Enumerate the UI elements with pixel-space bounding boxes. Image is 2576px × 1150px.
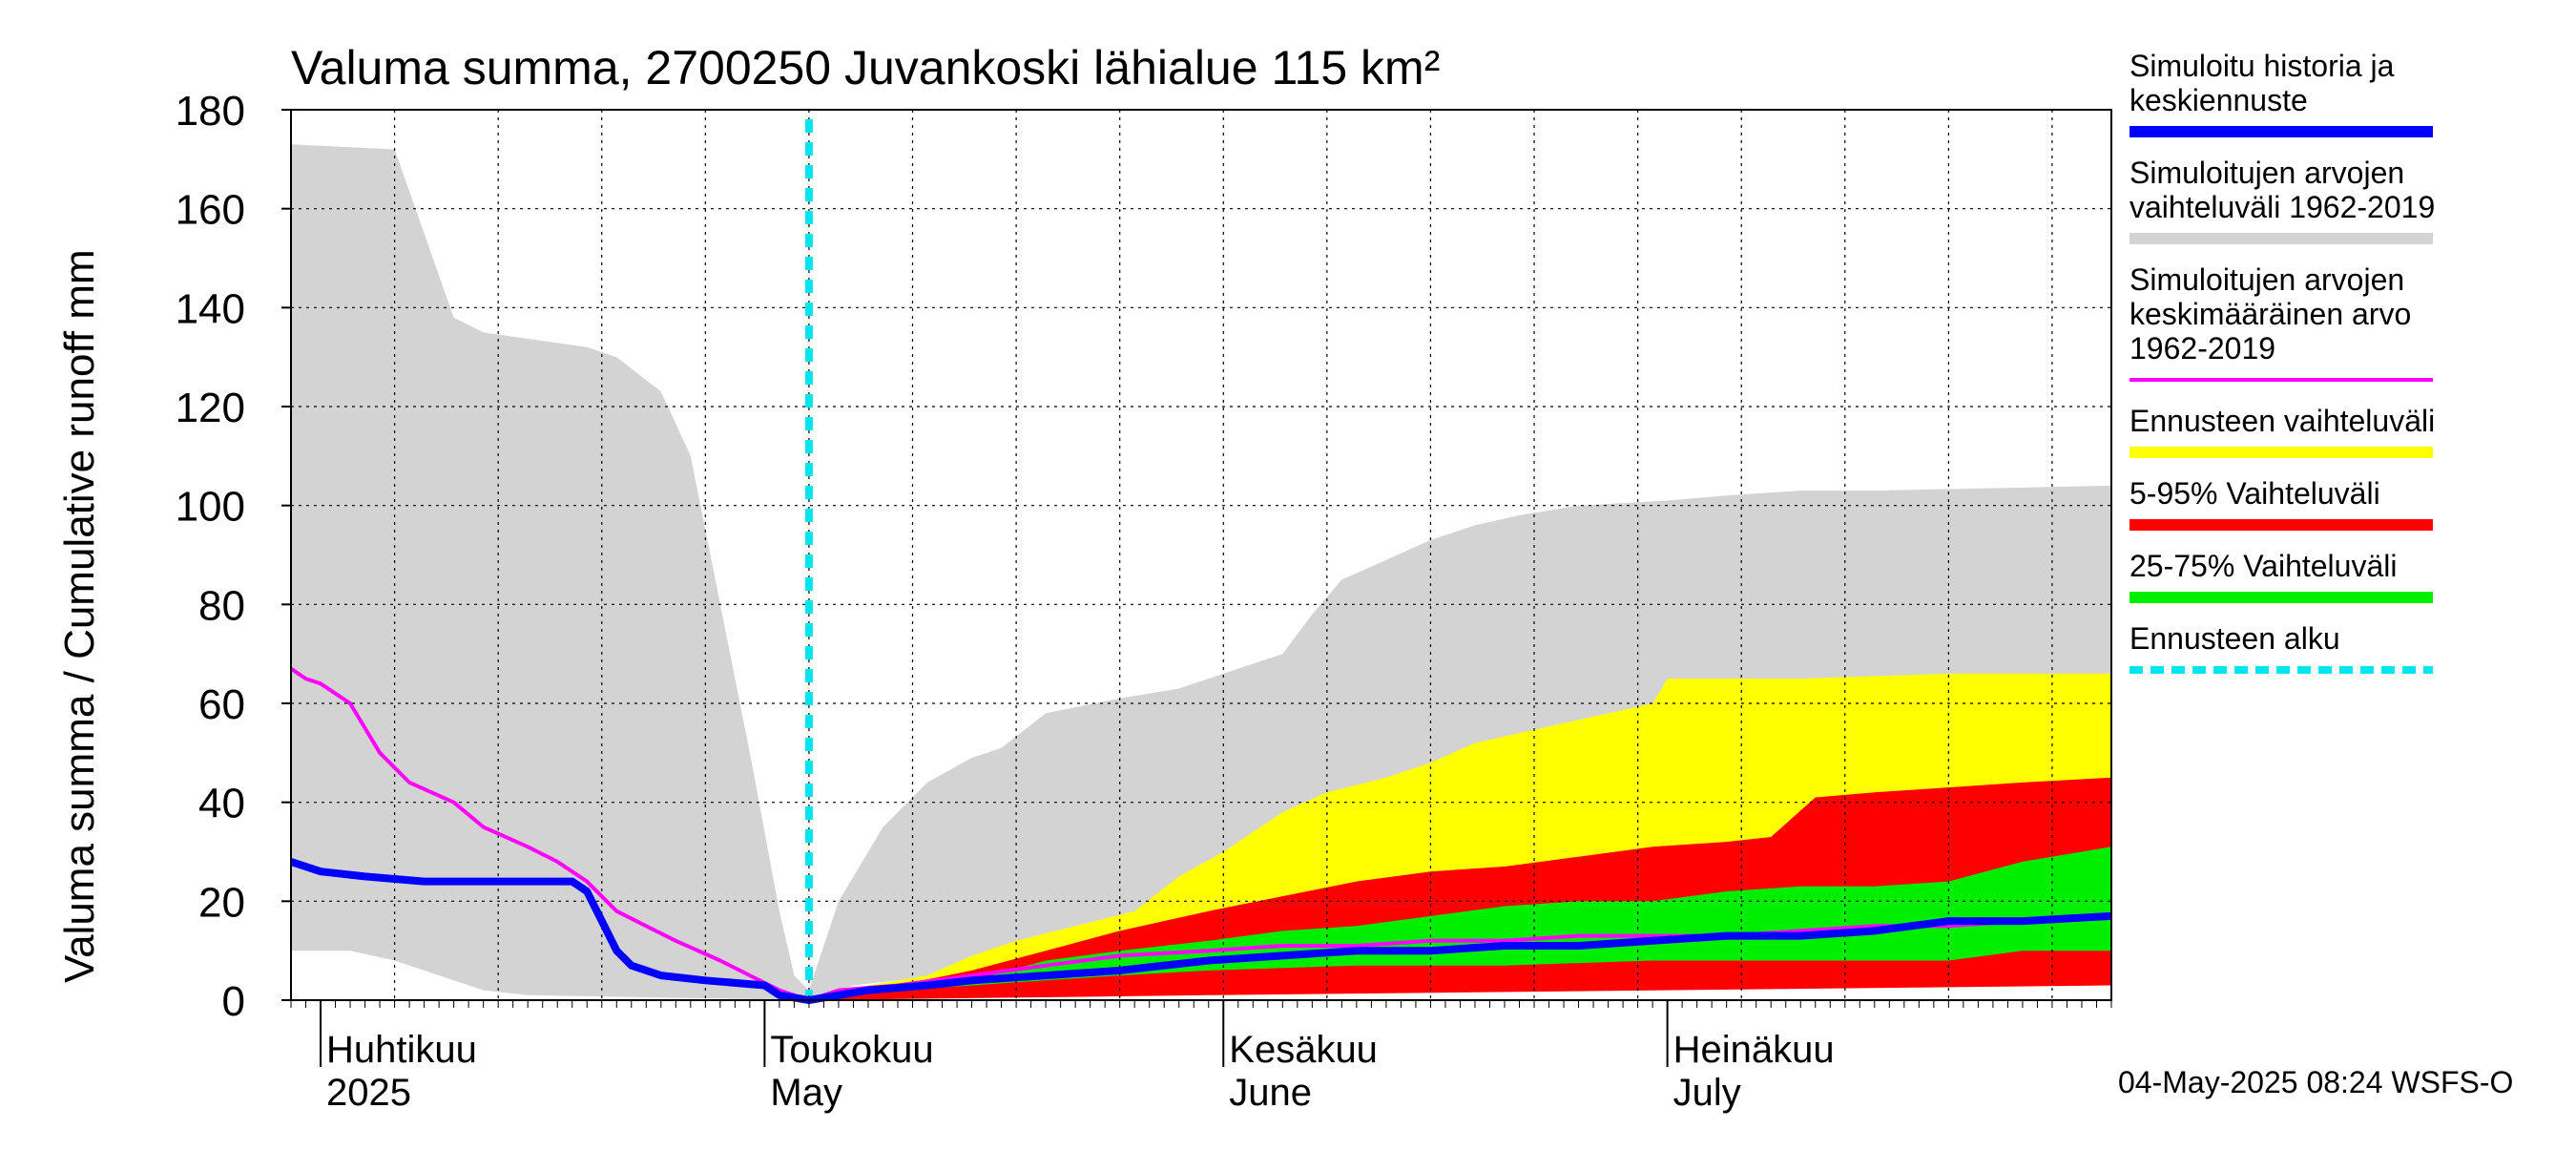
legend-label-3: Ennusteen vaihteluväli [2129, 404, 2435, 438]
y-tick-label: 160 [176, 187, 245, 234]
x-month-label-fi: Huhtikuu [326, 1029, 477, 1071]
legend-label-0: keskiennuste [2129, 83, 2308, 117]
legend-label-5: 25-75% Vaihteluväli [2129, 549, 2397, 583]
legend-label-1: vaihteluväli 1962-2019 [2129, 190, 2435, 224]
footer-timestamp: 04-May-2025 08:24 WSFS-O [2118, 1065, 2513, 1099]
x-month-label-en: May [770, 1072, 842, 1114]
x-month-label-en: June [1229, 1072, 1312, 1114]
legend-label-2: keskimääräinen arvo [2129, 297, 2411, 331]
legend-label-2: Simuloitujen arvojen [2129, 262, 2404, 297]
x-month-label-fi: Kesäkuu [1229, 1029, 1378, 1071]
grid-layer [290, 109, 2111, 1001]
x-month-label-fi: Heinäkuu [1673, 1029, 1835, 1071]
y-tick-label: 80 [198, 582, 245, 629]
legend-label-0: Simuloitu historia ja [2129, 49, 2395, 83]
y-tick-label: 60 [198, 681, 245, 728]
y-tick-label: 100 [176, 484, 245, 531]
y-tick-label: 40 [198, 781, 245, 827]
bands-layer [291, 144, 2111, 1001]
chart-title: Valuma summa, 2700250 Juvankoski lähialu… [291, 41, 1440, 94]
y-tick-label: 140 [176, 285, 245, 332]
series-line-1 [289, 858, 2112, 1004]
legend-label-1: Simuloitujen arvojen [2129, 156, 2404, 190]
legend-label-4: 5-95% Vaihteluväli [2129, 476, 2380, 511]
band-3 [808, 847, 2111, 1000]
x-month-label-fi: Toukokuu [770, 1029, 933, 1071]
legend-label-2: 1962-2019 [2129, 331, 2275, 366]
plot-frame [290, 109, 2112, 1001]
y-tick-label: 180 [176, 88, 245, 135]
x-month-label-en: 2025 [326, 1072, 411, 1114]
y-tick-label: 120 [176, 385, 245, 431]
series-layer [289, 119, 2112, 1004]
legend-label-6: Ennusteen alku [2129, 621, 2340, 656]
y-tick-label: 0 [222, 978, 245, 1025]
x-month-label-en: July [1673, 1072, 1741, 1114]
y-tick-label: 20 [198, 879, 245, 926]
y-axis-label: Valuma summa / Cumulative runoff mm [56, 249, 103, 983]
